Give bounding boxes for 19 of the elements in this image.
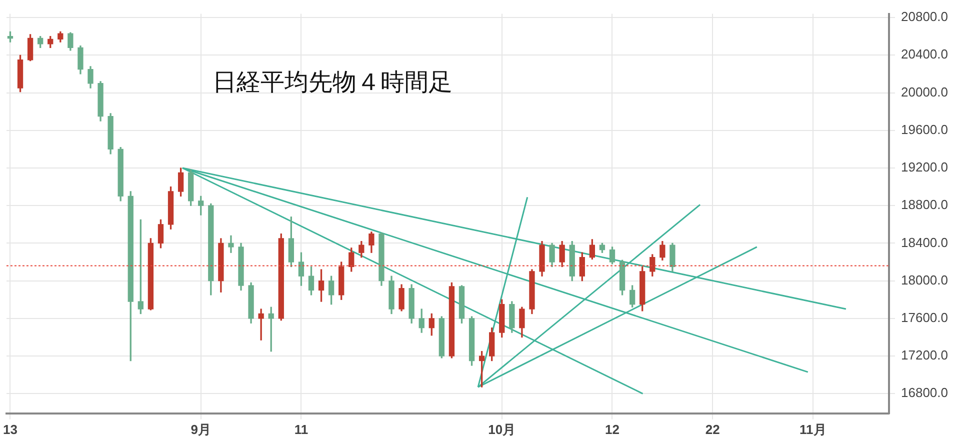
y-tick-label: 17600.0 xyxy=(901,310,948,326)
y-tick-label: 17200.0 xyxy=(901,348,948,363)
y-tick-label: 16800.0 xyxy=(901,385,948,400)
x-tick-label: 10月 xyxy=(488,422,516,437)
x-tick-label: 12 xyxy=(605,422,620,437)
y-tick-label: 19600.0 xyxy=(901,122,948,137)
x-tick-label: 13 xyxy=(2,422,18,437)
x-tick-label: 22 xyxy=(705,422,720,437)
x-tick-label: 9月 xyxy=(190,422,211,437)
y-tick-label: 18400.0 xyxy=(901,234,948,250)
x-tick-label: 11月 xyxy=(800,422,826,437)
text: 日経平均先物４時間足 xyxy=(212,68,452,96)
y-tick-label: 18800.0 xyxy=(901,197,948,212)
y-tick-label: 20000.0 xyxy=(901,84,948,100)
y-tick-label: 19200.0 xyxy=(901,160,948,175)
y-tick-label: 18000.0 xyxy=(901,272,948,288)
x-tick-label: 11 xyxy=(294,422,308,437)
y-tick-label: 20400.0 xyxy=(901,46,948,62)
y-tick-label: 20800.0 xyxy=(901,9,948,24)
